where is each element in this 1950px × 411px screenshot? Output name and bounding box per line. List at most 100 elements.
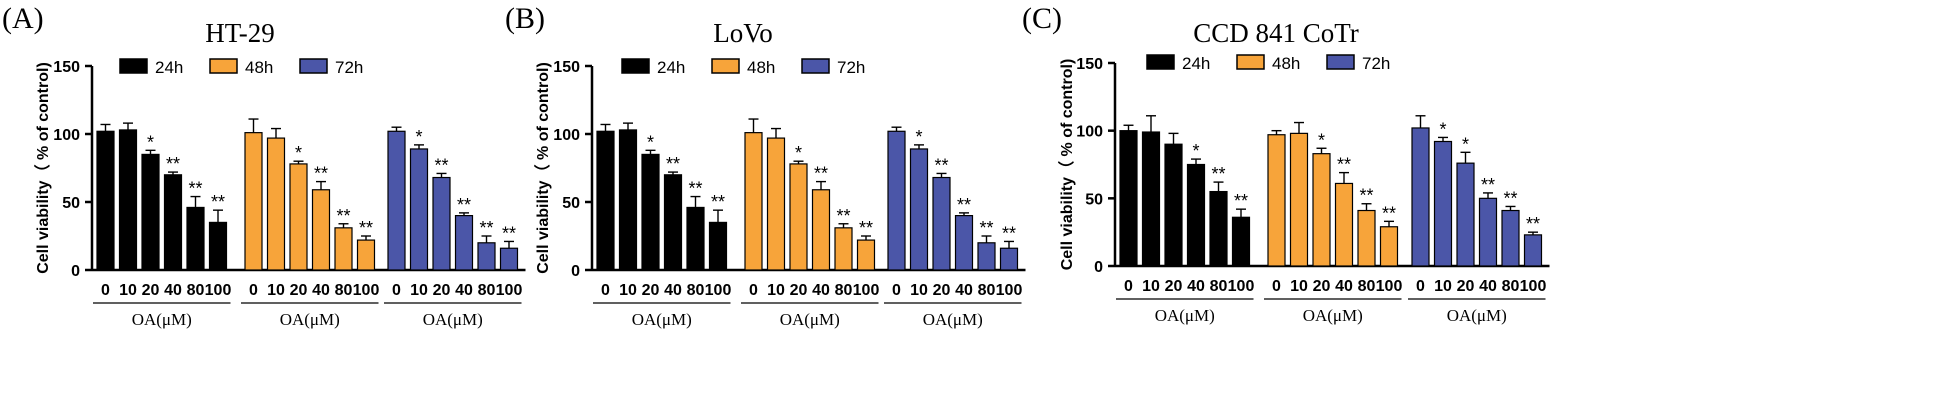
bar [409,148,429,271]
significance-marker: ** [711,192,725,212]
x-tick-label: 40 [1479,278,1497,295]
significance-marker: ** [502,223,516,243]
x-tick-label: 10 [1142,278,1160,295]
x-tick-label: 40 [1335,278,1353,295]
x-group-label: OA(μM) [780,310,840,329]
panel-label: (A) [2,2,44,35]
x-tick-label: 20 [290,282,308,299]
bar [356,239,376,271]
legend-label: 72h [837,58,865,77]
bar [1119,130,1138,267]
bar [311,189,331,271]
y-tick-label: 50 [62,195,80,212]
x-tick-label: 80 [478,282,496,299]
x-tick-label: 0 [1124,278,1133,295]
y-tick-label: 150 [53,59,80,76]
x-tick-label: 40 [664,282,682,299]
x-tick-label: 10 [910,282,928,299]
x-group-label: OA(μM) [280,310,340,329]
x-tick-label: 10 [1434,278,1452,295]
x-tick-label: 0 [1416,278,1425,295]
x-tick-label: 80 [978,282,996,299]
bar [932,176,951,271]
bar [744,132,763,271]
x-tick-label: 100 [496,282,523,299]
x-tick-label: 80 [1502,278,1520,295]
bar [334,227,353,271]
significance-marker: ** [1337,155,1351,175]
bar [1478,197,1498,267]
bar [266,137,286,271]
bar [208,221,228,271]
x-group-label: OA(μM) [1155,306,1215,325]
bar [289,163,308,271]
x-tick-label: 100 [205,282,232,299]
bar [1357,209,1376,267]
x-group-label: OA(μM) [923,310,983,329]
bar [1523,234,1543,267]
bar [618,129,638,271]
x-group-label: OA(μM) [132,310,192,329]
bar [909,148,929,271]
significance-marker: * [915,127,922,147]
significance-marker: ** [1002,223,1016,243]
chart-title: CCD 841 CoTr [1193,18,1359,48]
y-axis-label: Cell viability（ % of control) [534,62,552,274]
significance-marker: * [1462,134,1469,154]
significance-marker: ** [1503,188,1517,208]
significance-marker: ** [688,179,702,199]
x-tick-label: 80 [335,282,353,299]
x-tick-label: 100 [353,282,380,299]
bar [708,221,728,271]
x-tick-label: 80 [1210,278,1228,295]
significance-marker: ** [457,195,471,215]
bar [387,130,406,271]
bar [1186,163,1206,267]
x-tick-label: 100 [1228,278,1255,295]
x-tick-label: 80 [1358,278,1376,295]
panel-label: (C) [1022,2,1062,35]
legend-swatch [1326,54,1355,70]
x-tick-label: 10 [410,282,428,299]
y-tick-label: 50 [562,195,580,212]
x-tick-label: 20 [1313,278,1331,295]
chart-title: HT-29 [205,18,275,48]
legend-label: 24h [657,58,685,77]
x-group-label: OA(μM) [632,310,692,329]
bar [141,153,160,271]
bar [596,130,615,271]
significance-marker: ** [859,218,873,238]
x-tick-label: 40 [455,282,473,299]
significance-marker: * [295,143,302,163]
significance-marker: ** [1211,164,1225,184]
bar [887,130,906,271]
significance-marker: * [795,143,802,163]
bar [641,153,660,271]
x-tick-label: 80 [187,282,205,299]
x-tick-label: 20 [642,282,660,299]
significance-marker: ** [188,179,202,199]
bar [663,174,683,271]
y-tick-label: 100 [1076,124,1103,141]
significance-marker: ** [979,218,993,238]
x-tick-label: 100 [853,282,880,299]
legend-swatch [621,58,650,74]
chart-title: LoVo [713,18,773,48]
x-tick-label: 20 [142,282,160,299]
x-tick-label: 10 [119,282,137,299]
bar [789,163,808,271]
x-tick-label: 40 [164,282,182,299]
significance-marker: ** [814,164,828,184]
bar [1141,131,1161,267]
bar [118,129,138,271]
x-tick-label: 100 [705,282,732,299]
legend-label: 48h [1272,54,1300,73]
x-tick-label: 40 [955,282,973,299]
x-tick-label: 100 [1376,278,1403,295]
bar [1334,182,1354,267]
bar [1289,132,1309,267]
x-tick-label: 0 [249,282,258,299]
bar [1433,140,1453,267]
y-axis-label: Cell viability（ % of control) [34,62,52,274]
